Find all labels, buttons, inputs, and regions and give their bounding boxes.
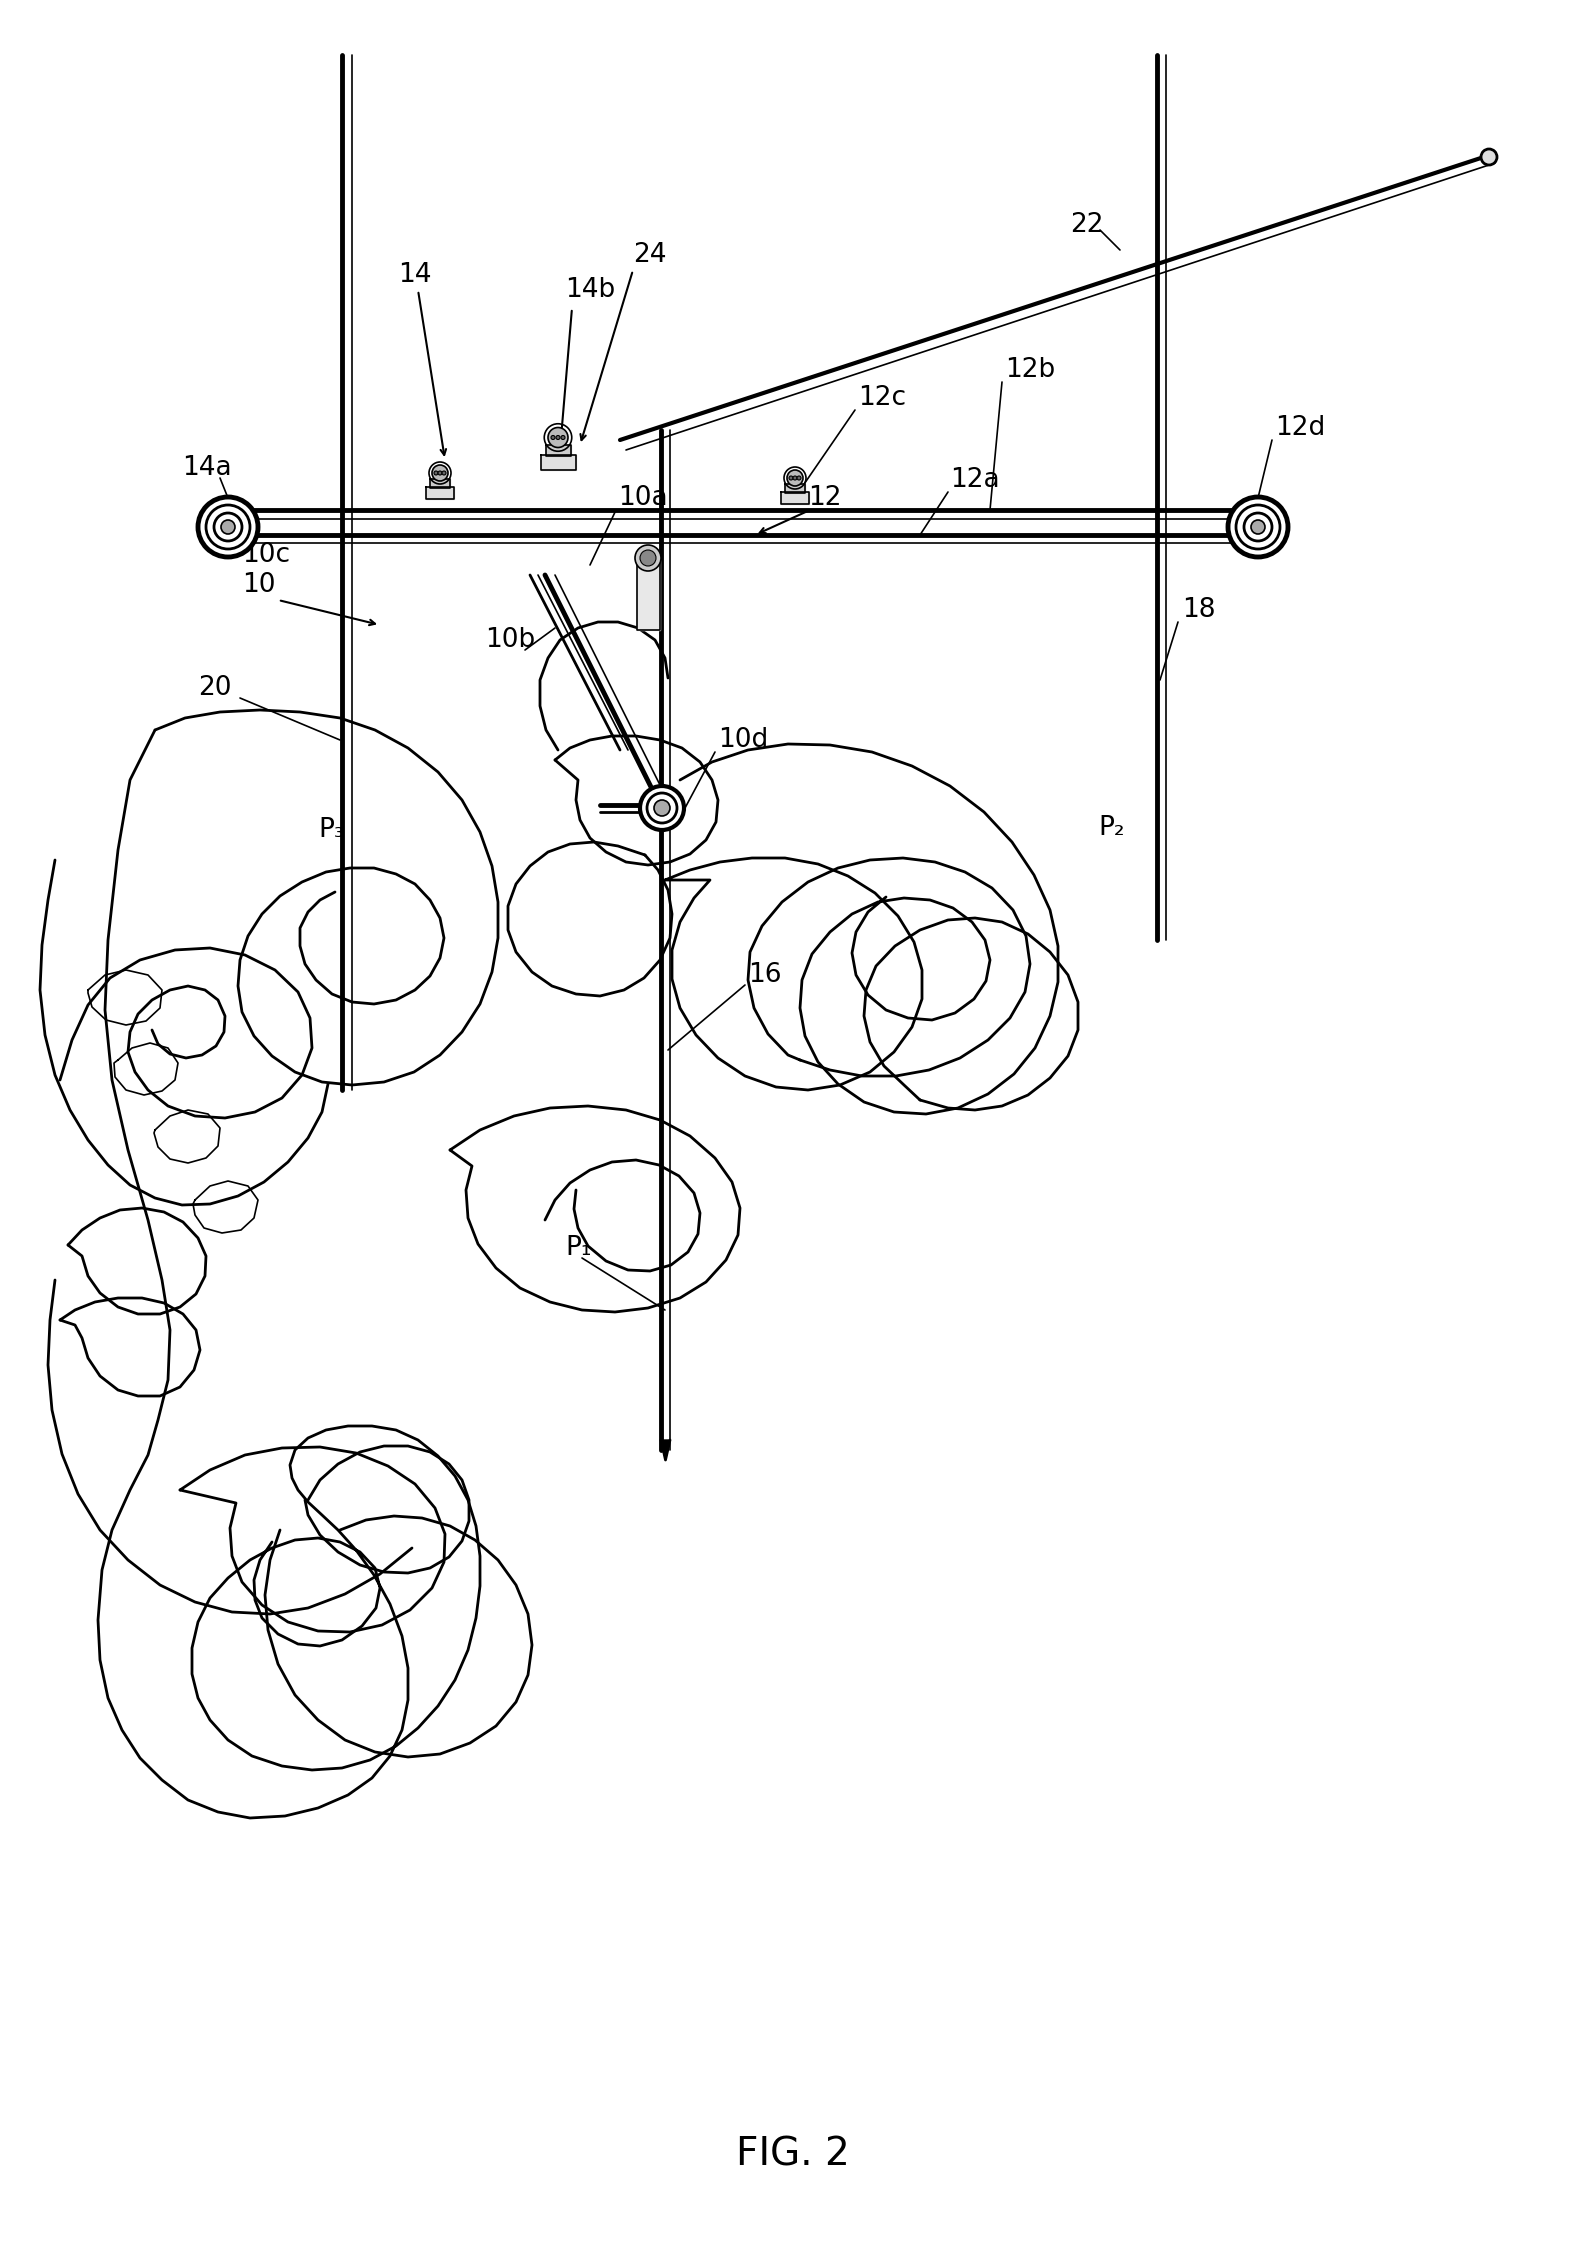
Circle shape (198, 497, 259, 558)
Polygon shape (430, 479, 450, 488)
Circle shape (220, 520, 235, 533)
Text: 12d: 12d (1275, 414, 1326, 441)
Text: P₁: P₁ (565, 1235, 592, 1260)
Text: 10b: 10b (485, 628, 534, 652)
Text: 20: 20 (198, 675, 232, 702)
Circle shape (788, 477, 793, 479)
Polygon shape (541, 455, 576, 470)
Polygon shape (780, 493, 809, 504)
Circle shape (634, 544, 661, 572)
Circle shape (557, 436, 560, 439)
Circle shape (1481, 148, 1497, 164)
Text: 14: 14 (398, 261, 431, 288)
Text: 18: 18 (1182, 596, 1215, 623)
Text: 12: 12 (807, 486, 842, 511)
Circle shape (442, 470, 446, 475)
Text: 24: 24 (633, 243, 666, 268)
Text: 10d: 10d (718, 727, 768, 754)
Text: P₂: P₂ (1098, 814, 1124, 842)
Circle shape (787, 470, 803, 486)
Polygon shape (546, 446, 571, 457)
Text: 14b: 14b (565, 277, 615, 304)
Text: 12a: 12a (950, 468, 999, 493)
Text: 12b: 12b (1006, 358, 1055, 382)
Circle shape (793, 477, 798, 479)
Circle shape (1251, 520, 1266, 533)
Text: 10: 10 (243, 572, 276, 598)
Text: FIG. 2: FIG. 2 (736, 2135, 850, 2174)
Circle shape (549, 428, 568, 448)
Circle shape (550, 436, 555, 439)
Circle shape (438, 470, 442, 475)
Circle shape (1228, 497, 1288, 558)
Circle shape (641, 549, 657, 567)
Circle shape (641, 785, 684, 830)
Circle shape (431, 466, 447, 482)
Polygon shape (638, 560, 660, 630)
Text: 10c: 10c (243, 542, 290, 567)
Polygon shape (661, 1440, 669, 1460)
Circle shape (653, 801, 669, 817)
Text: 14a: 14a (182, 455, 232, 482)
Text: 12c: 12c (858, 385, 906, 412)
Text: P₃: P₃ (319, 817, 344, 844)
Circle shape (561, 436, 565, 439)
Polygon shape (427, 486, 454, 500)
Circle shape (798, 477, 801, 479)
Text: 16: 16 (749, 963, 782, 988)
Text: 10a: 10a (619, 486, 668, 511)
Polygon shape (785, 484, 806, 493)
Circle shape (435, 470, 438, 475)
Text: 22: 22 (1071, 212, 1104, 238)
